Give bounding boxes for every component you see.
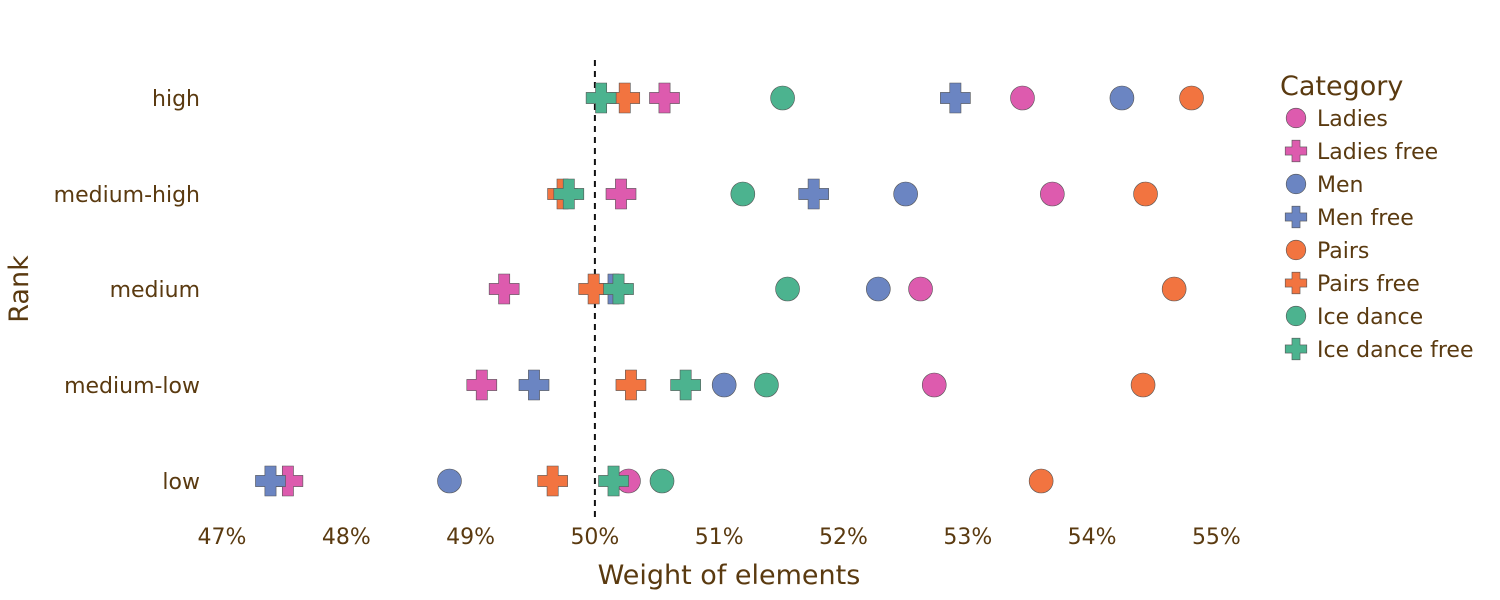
x-axis-ticks: 47% 48% 49% 50% 51% 52% 53% 54% 55% — [198, 525, 1241, 550]
legend-marker-ladies — [1285, 107, 1307, 129]
pairs-point — [1179, 85, 1204, 111]
men-point — [437, 468, 462, 494]
y-axis-ticks: low medium-low medium medium-high high — [54, 87, 200, 495]
ladies-free-point — [649, 82, 680, 114]
legend-label-ladies: Ladies — [1317, 107, 1388, 132]
x-tick-label: 51% — [695, 525, 744, 550]
legend-label-ladies-free: Ladies free — [1317, 140, 1438, 165]
ladies-point — [908, 276, 933, 302]
pairs-free-point — [615, 369, 647, 401]
legend-marker-men-free — [1284, 205, 1308, 229]
men-free-point — [940, 82, 971, 114]
ladies-point — [921, 372, 947, 398]
legend-marker-ice-dance-free — [1284, 337, 1308, 361]
legend-items: Ladies Ladies free Men Men free Pairs Pairs f… — [1284, 107, 1474, 363]
y-tick-label: medium — [110, 278, 200, 303]
pairs-point — [1028, 468, 1054, 494]
men-point — [893, 181, 918, 207]
legend-marker-men — [1285, 173, 1307, 195]
men-free-point — [518, 369, 550, 401]
pairs-point — [1161, 276, 1187, 302]
ice-dance-free-point — [670, 369, 701, 401]
pairs-free-point — [578, 273, 609, 305]
legend-title: Category — [1280, 71, 1403, 102]
ladies-point — [1040, 181, 1065, 207]
x-axis-title: Weight of elements — [598, 560, 861, 591]
ice-dance-free-point — [598, 465, 629, 497]
x-tick-label: 47% — [198, 525, 247, 550]
legend-label-men-free: Men free — [1317, 206, 1414, 231]
men-point — [1109, 85, 1135, 111]
y-tick-label: high — [152, 87, 200, 112]
ice-dance-point — [730, 181, 756, 207]
x-tick-label: 54% — [1068, 525, 1117, 550]
ladies-free-point — [488, 273, 520, 305]
pairs-free-point — [537, 465, 568, 497]
legend-label-ice-dance-free: Ice dance free — [1317, 338, 1474, 363]
men-free-point — [798, 178, 829, 210]
x-tick-label: 50% — [570, 525, 619, 550]
ice-dance-point — [775, 276, 800, 302]
pairs-point — [1130, 372, 1156, 398]
ice-dance-free-point — [553, 178, 585, 210]
legend-label-ice-dance: Ice dance — [1317, 305, 1423, 330]
men-point — [711, 372, 737, 398]
ice-dance-point — [770, 85, 795, 111]
x-tick-label: 49% — [446, 525, 495, 550]
legend-marker-pairs-free — [1284, 271, 1308, 295]
pairs-point — [1133, 181, 1158, 207]
legend-label-pairs: Pairs — [1317, 239, 1369, 264]
ice-dance-free-point — [585, 82, 617, 114]
ladies-free-point — [466, 369, 498, 401]
legend-marker-ladies-free — [1284, 139, 1308, 163]
legend-marker-ice-dance — [1285, 305, 1307, 327]
ice-dance-point — [754, 372, 779, 398]
ladies-free-point — [605, 178, 637, 210]
ladies-point — [1010, 85, 1035, 111]
x-tick-label: 48% — [322, 525, 371, 550]
legend-label-pairs-free: Pairs free — [1317, 272, 1420, 297]
marker-layer — [255, 82, 1204, 497]
y-tick-label: medium-low — [64, 374, 200, 399]
legend-label-men: Men — [1317, 173, 1363, 198]
ice-dance-free-point — [603, 273, 634, 305]
y-axis-title: Rank — [4, 255, 35, 323]
y-tick-label: low — [162, 470, 200, 495]
men-point — [866, 276, 891, 302]
y-tick-label: medium-high — [54, 183, 200, 208]
x-tick-label: 53% — [943, 525, 992, 550]
x-tick-label: 52% — [819, 525, 868, 550]
legend-marker-pairs — [1285, 239, 1307, 261]
x-tick-label: 55% — [1192, 525, 1241, 550]
legend: Category Ladies Ladies free Men Men free Pai… — [1280, 71, 1474, 363]
men-free-point — [255, 465, 286, 497]
ice-dance-point — [649, 468, 675, 494]
